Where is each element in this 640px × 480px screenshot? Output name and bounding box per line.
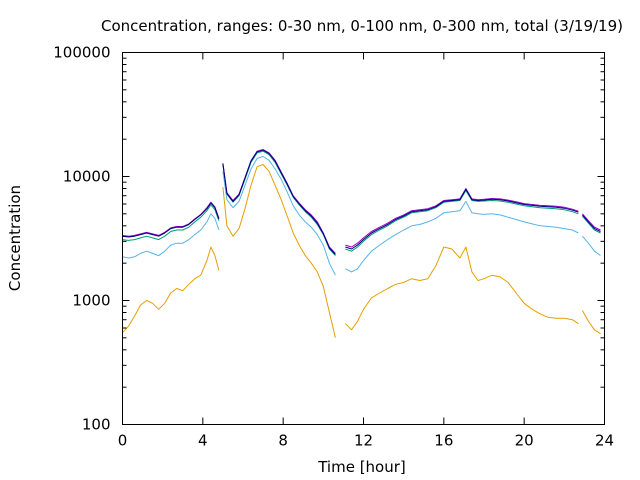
series-4-line-segment-4	[582, 213, 601, 231]
x-axis: 0 4 8 12 16 20 24	[118, 52, 614, 450]
series-5-line-segment-4	[582, 214, 601, 232]
series-4-line-segment-1	[122, 201, 220, 237]
y-axis-label: Concentration	[6, 185, 24, 291]
series-5-line-segment-2	[222, 149, 336, 255]
series-2-line-segment-4	[582, 235, 601, 257]
x-tick-label: 24	[595, 432, 614, 450]
series-3-line-segment-2	[222, 150, 336, 256]
series-3-line-segment-1	[122, 204, 220, 241]
series-3-line-segment-3	[345, 190, 579, 252]
x-axis-label: Time [hour]	[317, 458, 406, 476]
y-tick-label: 10000	[63, 168, 111, 186]
x-tick-label: 0	[118, 432, 128, 450]
series-4-line-segment-2	[222, 149, 336, 254]
y-axis: 100 1000 10000 100000	[53, 44, 605, 434]
x-tick-label: 12	[354, 432, 373, 450]
series-1-line-segment-3	[345, 246, 579, 331]
x-tick-label: 16	[434, 432, 453, 450]
series-2-line-segment-2	[222, 156, 336, 276]
chart-title: Concentration, ranges: 0-30 nm, 0-100 nm…	[101, 17, 623, 35]
series-1-line-segment-4	[581, 310, 601, 335]
x-tick-label: 8	[278, 432, 288, 450]
y-tick-label: 1000	[72, 292, 110, 310]
y-tick-label: 100000	[53, 44, 110, 62]
plot-lines	[122, 149, 601, 338]
x-tick-label: 20	[515, 432, 534, 450]
series-2-line-segment-1	[122, 213, 220, 259]
series-2-line-segment-3	[345, 200, 579, 273]
y-tick-label: 100	[82, 416, 111, 434]
series-5-line-segment-1	[122, 202, 220, 238]
series-1-line-segment-2	[222, 164, 336, 338]
x-tick-label: 4	[198, 432, 208, 450]
series-5-line-segment-3	[345, 188, 579, 250]
series-3-line-segment-4	[582, 215, 601, 234]
series-1-line-segment-1	[122, 246, 220, 334]
